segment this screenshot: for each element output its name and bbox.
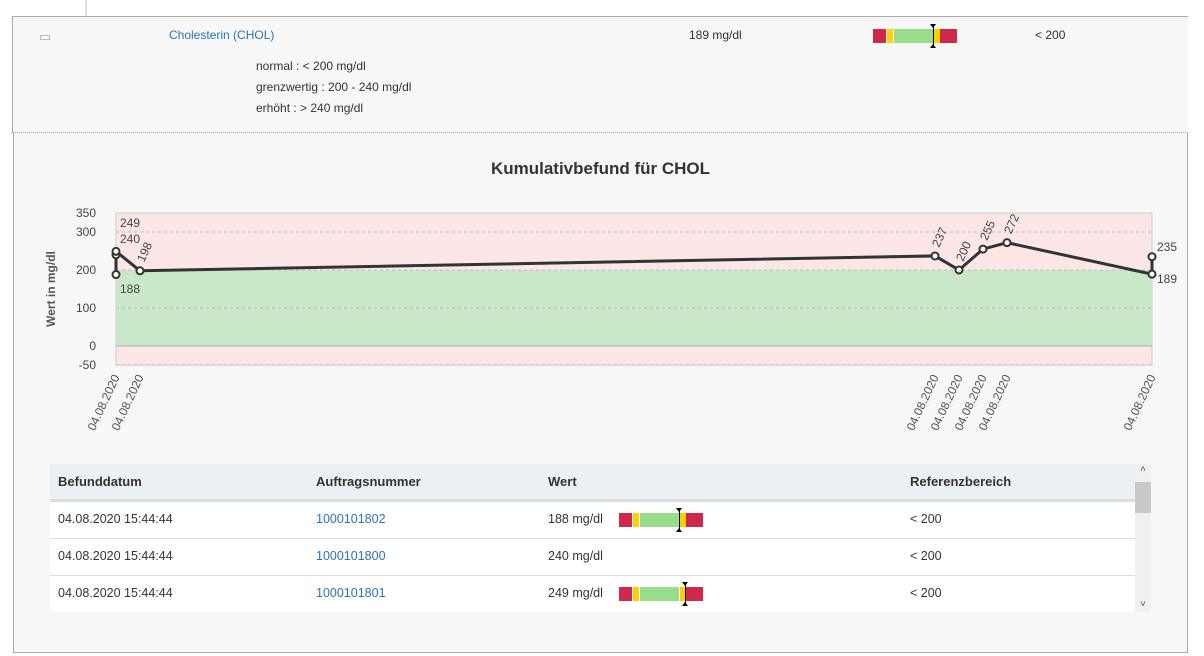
collapse-toggle[interactable]	[40, 35, 50, 40]
data-point	[135, 266, 145, 276]
cell-value: 188 mg/dl	[548, 512, 603, 526]
y-tick-label: 100	[76, 301, 96, 315]
results-table: Befunddatum Auftragsnummer Wert Referenz…	[50, 464, 1151, 612]
y-axis-label: Wert in mg/dl	[44, 251, 58, 327]
range-gauge	[619, 508, 703, 532]
table-row: 04.08.2020 15:44:44 1000101801 249 mg/dl…	[50, 576, 1135, 612]
data-point	[1002, 238, 1012, 248]
cell-reference: < 200	[910, 549, 942, 563]
header-date[interactable]: Befunddatum	[58, 474, 142, 489]
data-point	[111, 246, 121, 256]
scroll-down-icon[interactable]: ˅	[1140, 599, 1146, 610]
chart-title: Kumulativbefund für CHOL	[490, 159, 711, 178]
cumulative-chart-panel: Kumulativbefund für CHOL 350 300 200 100 0 -5…	[13, 132, 1188, 653]
data-point	[1147, 252, 1157, 262]
data-label: 240	[120, 232, 140, 246]
data-label: 188	[120, 282, 140, 296]
table-header: Befunddatum Auftragsnummer Wert Referenz…	[50, 464, 1135, 502]
cell-value: 240 mg/dl	[548, 549, 603, 563]
order-link[interactable]: 1000101801	[316, 586, 386, 600]
cell-date: 04.08.2020 15:44:44	[58, 512, 173, 526]
y-tick-label: 300	[76, 225, 96, 239]
value-marker	[682, 582, 689, 606]
y-tick-label: 350	[76, 206, 96, 220]
data-point	[1147, 269, 1157, 279]
data-point	[930, 251, 940, 261]
x-tick-label: 04.08.2020	[1121, 372, 1159, 433]
test-reference: < 200	[1035, 28, 1066, 42]
test-value: 189 mg/dl	[689, 28, 742, 42]
range-gauge	[873, 24, 957, 48]
cell-date: 04.08.2020 15:44:44	[58, 586, 173, 600]
range-gauge	[619, 582, 703, 606]
data-label: 189	[1157, 272, 1177, 286]
test-row: Cholesterin (CHOL) normal : < 200 mg/dl …	[12, 16, 1188, 133]
value-marker	[930, 24, 937, 48]
y-tick-label: 200	[76, 263, 96, 277]
reference-ranges: normal : < 200 mg/dl grenzwertig : 200 -…	[256, 56, 411, 119]
header-reference[interactable]: Referenzbereich	[910, 474, 1012, 489]
cell-date: 04.08.2020 15:44:44	[58, 549, 173, 563]
cell-reference: < 200	[910, 512, 942, 526]
scroll-thumb[interactable]	[1135, 482, 1151, 513]
data-label: 249	[120, 216, 140, 230]
data-point	[954, 265, 964, 275]
scrollbar[interactable]: ˄ ˅	[1135, 464, 1151, 612]
order-link[interactable]: 1000101800	[316, 549, 386, 563]
y-tick-label: 0	[89, 339, 96, 353]
cell-reference: < 200	[910, 586, 942, 600]
y-tick-label: -50	[79, 358, 97, 372]
header-order[interactable]: Auftragsnummer	[316, 474, 421, 489]
data-point	[111, 270, 121, 280]
range-normal: normal : < 200 mg/dl	[256, 59, 366, 73]
data-point	[978, 244, 988, 254]
scroll-up-icon[interactable]: ˄	[1140, 464, 1146, 475]
cell-value: 249 mg/dl	[548, 586, 603, 600]
table-row: 04.08.2020 15:44:44 1000101802 188 mg/dl…	[50, 502, 1135, 539]
value-marker	[675, 508, 682, 532]
range-high: erhöht : > 240 mg/dl	[256, 101, 364, 115]
order-link[interactable]: 1000101802	[316, 512, 386, 526]
range-borderline: grenzwertig : 200 - 240 mg/dl	[256, 80, 412, 94]
table-row: 04.08.2020 15:44:44 1000101800 240 mg/dl…	[50, 539, 1135, 576]
data-label: 235	[1157, 240, 1177, 254]
test-name-link[interactable]: Cholesterin (CHOL)	[169, 28, 275, 42]
header-value[interactable]: Wert	[548, 474, 577, 489]
